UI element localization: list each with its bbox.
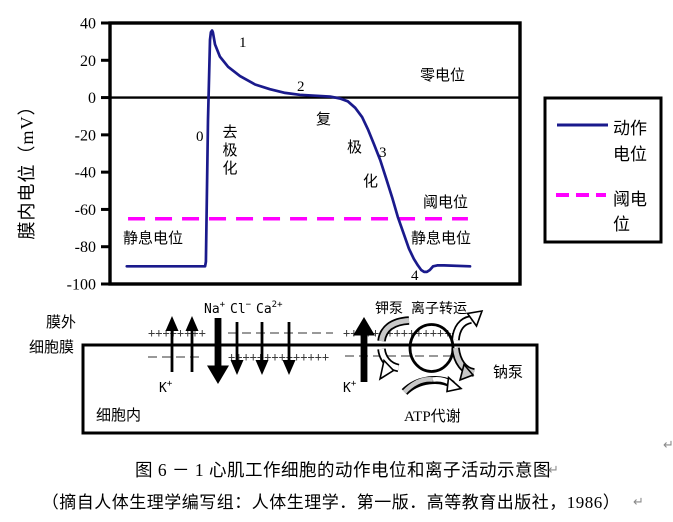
k-efflux-arrow-1 xyxy=(165,316,179,372)
label-zero-potential: 零电位 xyxy=(420,67,465,84)
arrow-down-icon xyxy=(255,360,269,375)
phase-3-label: 3 xyxy=(379,145,387,161)
membrane-diagram: 膜外 细胞膜 细胞内 ++++++++ ++++++++++++++ +++++… xyxy=(29,300,539,435)
cl-ion-label: Cl− xyxy=(230,300,252,317)
label-k-pump: 钾泵 xyxy=(375,301,403,317)
arrow-head-icon xyxy=(378,358,395,381)
arrow-up-icon xyxy=(185,316,199,331)
cell-box xyxy=(81,343,539,435)
arrow-head-icon xyxy=(446,375,463,393)
legend-threshold-label-line2: 位 xyxy=(613,215,630,234)
label-ion-transport: 离子转运 xyxy=(411,300,467,317)
phase-4-label: 4 xyxy=(411,268,419,284)
legend-action-label-line1: 动作 xyxy=(613,119,647,138)
ion-transport-circle xyxy=(408,323,455,373)
label-atp-metabolism: ATP代谢 xyxy=(404,408,461,425)
label-repolarization-char3: 化 xyxy=(363,173,378,190)
paragraph-return-mark-2: ↵ xyxy=(548,463,559,478)
y-axis-title: 膜内电位（mV） xyxy=(17,97,37,240)
curved-arrow-right-bottom xyxy=(451,347,476,382)
label-repolarization-char1: 复 xyxy=(316,110,331,128)
label-depolarization-char2: 极 xyxy=(222,142,237,159)
arrow-up-icon xyxy=(165,316,179,331)
y-tick-label: -100 xyxy=(67,277,96,294)
paragraph-return-mark-3: ↵ xyxy=(633,495,644,510)
action-potential-curve xyxy=(125,29,472,274)
label-cell-membrane: 细胞膜 xyxy=(29,339,74,356)
y-tick-label: -40 xyxy=(75,165,96,182)
arrow-up-icon xyxy=(353,317,375,336)
label-depolarization-char1: 去 xyxy=(222,124,237,141)
phase-1-label: 1 xyxy=(239,35,247,51)
cl-influx-arrow xyxy=(230,322,244,375)
legend-border xyxy=(543,96,663,244)
label-repolarization-char2: 极 xyxy=(347,139,362,156)
label-resting-potential-right: 静息电位 xyxy=(411,230,471,247)
curved-arrow-right-top xyxy=(451,309,484,341)
figure-caption-line2: （摘自人体生理学编写组：人体生理学．第一版．高等教育出版社，1986） xyxy=(42,493,621,512)
y-tick-label: -80 xyxy=(75,239,96,256)
arrow-head-icon xyxy=(466,309,484,328)
curved-arrow-left-top xyxy=(377,316,410,342)
legend-action-label-line2: 电位 xyxy=(613,145,647,164)
legend-box: 动作 电位 阈电 位 xyxy=(543,96,663,244)
k-pump-arrow xyxy=(353,317,375,382)
label-outside-membrane: 膜外 xyxy=(46,314,76,331)
arrow-down-icon xyxy=(230,360,244,375)
y-tick-label: -60 xyxy=(75,202,96,219)
curved-arrow-left-bottom xyxy=(377,348,400,381)
y-tick-label: 20 xyxy=(80,53,96,70)
charges-mid-bottom: ++++++++++++++ xyxy=(228,350,329,364)
phase-2-label: 2 xyxy=(297,79,305,95)
ca-influx-arrow-1 xyxy=(255,322,269,375)
na-ion-label: Na+ xyxy=(204,300,226,317)
k-ion-label-pump: K+ xyxy=(343,379,357,396)
label-inside-cell: 细胞内 xyxy=(96,407,141,424)
y-axis-ticks: 40 20 0 -20 -40 -60 -80 -100 xyxy=(67,16,110,294)
label-na-pump: 钠泵 xyxy=(493,364,523,381)
arrow-down-icon xyxy=(207,365,229,384)
k-ion-label-left: K+ xyxy=(159,379,173,396)
na-influx-arrow xyxy=(207,318,229,384)
figure-caption-line1: 图 6 － 1 心肌工作细胞的动作电位和离子活动示意图 xyxy=(135,460,551,480)
arrow-head-icon xyxy=(458,362,475,382)
y-tick-label: 0 xyxy=(88,90,96,107)
charges-right-top: ++++++++++++++++ xyxy=(343,326,459,340)
curved-arrow-bottom-atp xyxy=(401,375,463,396)
label-threshold-potential: 阈电位 xyxy=(423,194,468,211)
label-resting-potential-left: 静息电位 xyxy=(123,230,183,247)
phase-0-label: 0 xyxy=(196,129,204,145)
y-tick-label: -20 xyxy=(75,127,96,144)
y-tick-label: 40 xyxy=(80,16,96,33)
plot-frame xyxy=(108,21,522,286)
arrow-down-icon xyxy=(282,360,296,375)
ca-ion-label: Ca2+ xyxy=(256,300,283,317)
ca-influx-arrow-2 xyxy=(282,322,296,375)
legend-threshold-label-line1: 阈电 xyxy=(613,190,647,209)
label-depolarization-char3: 化 xyxy=(222,160,237,177)
k-efflux-arrow-2 xyxy=(185,316,199,372)
paragraph-return-mark-1: ↵ xyxy=(663,438,673,453)
